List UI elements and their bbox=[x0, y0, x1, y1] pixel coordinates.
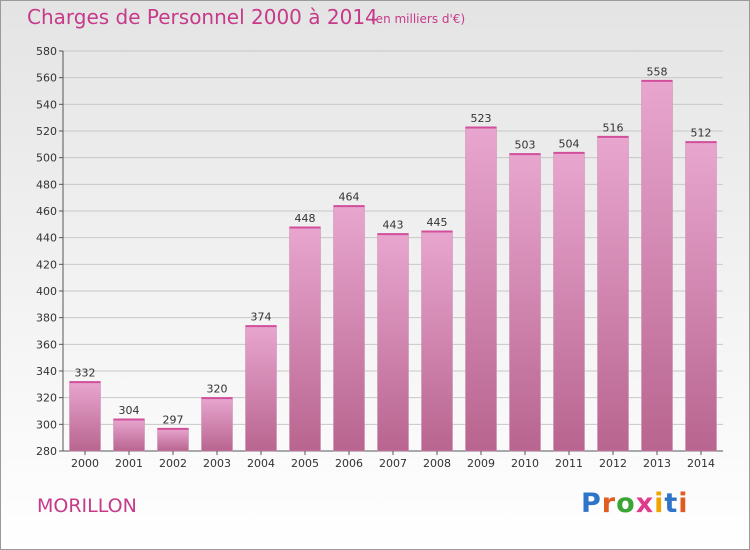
bar bbox=[509, 153, 541, 452]
commune-name: MORILLON bbox=[37, 495, 137, 517]
chart-subtitle: (en milliers d'€) bbox=[371, 12, 466, 26]
logo-letter: r bbox=[601, 488, 617, 519]
y-tick-label: 280 bbox=[36, 445, 57, 458]
y-tick-label: 320 bbox=[36, 392, 57, 405]
x-tick-label: 2003 bbox=[203, 457, 231, 470]
data-label: 558 bbox=[647, 65, 668, 78]
y-tick-label: 360 bbox=[36, 338, 57, 351]
data-label: 445 bbox=[427, 216, 448, 229]
bar bbox=[201, 397, 233, 452]
bar bbox=[157, 428, 189, 452]
data-labels: 332 304 297 320 374 448 464 443 445 523 503 504 516 5… bbox=[75, 65, 712, 426]
y-tick-label: 380 bbox=[36, 312, 57, 325]
proxiti-logo: Proxiti bbox=[581, 488, 689, 519]
bar bbox=[245, 325, 277, 452]
data-label: 523 bbox=[471, 112, 492, 125]
x-tick-label: 2007 bbox=[379, 457, 407, 470]
y-tick-label: 560 bbox=[36, 72, 57, 85]
x-tick-label: 2005 bbox=[291, 457, 319, 470]
bar bbox=[69, 381, 101, 452]
bar bbox=[597, 136, 629, 452]
y-tick-label: 520 bbox=[36, 125, 57, 138]
bar bbox=[289, 226, 321, 452]
data-label: 297 bbox=[163, 413, 184, 426]
logo-letter: i bbox=[654, 488, 665, 519]
y-tick-label: 300 bbox=[36, 418, 57, 431]
bars bbox=[69, 79, 717, 452]
logo-letter: P bbox=[581, 488, 602, 519]
x-tick-label: 2006 bbox=[335, 457, 363, 470]
data-label: 443 bbox=[383, 219, 404, 232]
y-tick-label: 580 bbox=[36, 45, 57, 58]
data-label: 374 bbox=[251, 311, 272, 324]
data-label: 504 bbox=[559, 137, 580, 150]
x-tick-label: 2009 bbox=[467, 457, 495, 470]
bar bbox=[465, 126, 497, 452]
x-tick-label: 2010 bbox=[511, 457, 539, 470]
y-tick-label: 340 bbox=[36, 365, 57, 378]
data-label: 503 bbox=[515, 139, 536, 152]
x-tick-label: 2014 bbox=[687, 457, 715, 470]
y-tick-label: 460 bbox=[36, 205, 57, 218]
x-axis: 2000 2001 2002 2003 2004 2005 2006 2007 2008 2009… bbox=[71, 451, 715, 470]
data-label: 516 bbox=[603, 121, 624, 134]
data-label: 512 bbox=[691, 127, 712, 140]
bar bbox=[113, 418, 145, 452]
y-tick-label: 420 bbox=[36, 258, 57, 271]
x-tick-label: 2013 bbox=[643, 457, 671, 470]
y-tick-label: 480 bbox=[36, 178, 57, 191]
data-label: 448 bbox=[295, 212, 316, 225]
data-label: 320 bbox=[207, 383, 228, 396]
data-label: 304 bbox=[119, 404, 140, 417]
bar bbox=[333, 205, 365, 452]
logo-letter: x bbox=[635, 488, 655, 519]
y-tick-label: 400 bbox=[36, 285, 57, 298]
bar bbox=[421, 230, 453, 452]
bar bbox=[685, 141, 717, 452]
data-label: 464 bbox=[339, 191, 360, 204]
x-tick-label: 2004 bbox=[247, 457, 275, 470]
bar bbox=[553, 152, 585, 452]
x-tick-label: 2000 bbox=[71, 457, 99, 470]
chart-title: Charges de Personnel 2000 à 2014 bbox=[27, 5, 378, 29]
y-tick-label: 440 bbox=[36, 232, 57, 245]
data-label: 332 bbox=[75, 367, 96, 380]
logo-letter: t bbox=[664, 488, 679, 519]
x-tick-label: 2002 bbox=[159, 457, 187, 470]
logo-letter: i bbox=[678, 488, 689, 519]
bar bbox=[377, 233, 409, 452]
x-tick-label: 2012 bbox=[599, 457, 627, 470]
logo-letter: o bbox=[616, 488, 636, 519]
x-tick-label: 2001 bbox=[115, 457, 143, 470]
bar bbox=[641, 80, 673, 452]
x-tick-label: 2011 bbox=[555, 457, 583, 470]
y-tick-label: 500 bbox=[36, 152, 57, 165]
y-tick-label: 540 bbox=[36, 98, 57, 111]
x-tick-label: 2008 bbox=[423, 457, 451, 470]
